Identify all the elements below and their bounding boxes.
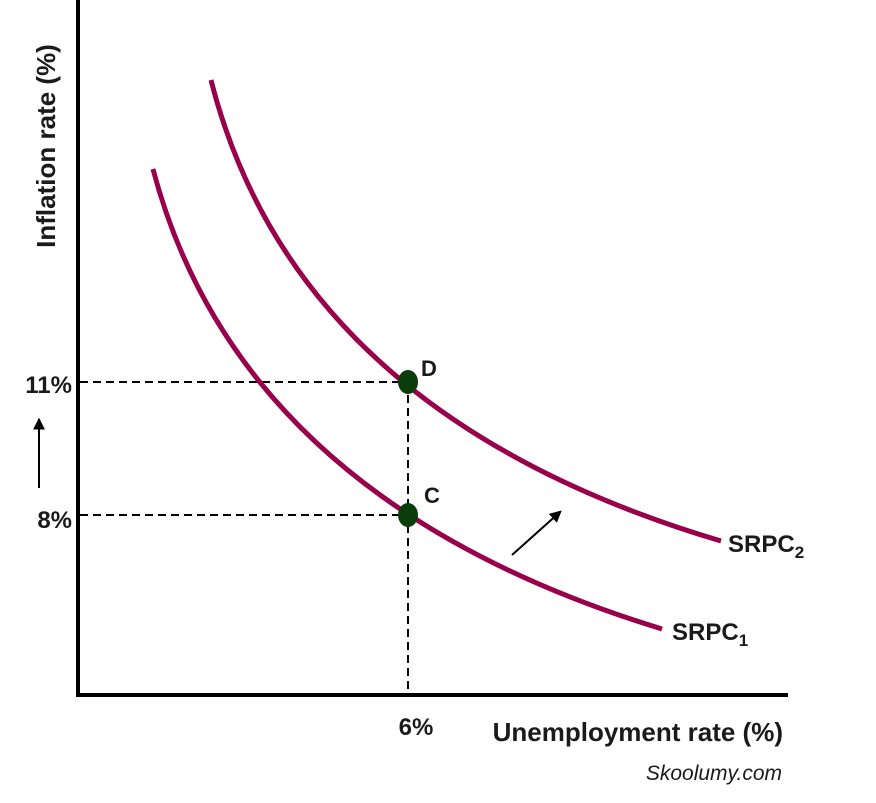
point-c <box>398 503 418 527</box>
y-axis-label: Inflation rate (%) <box>31 44 61 248</box>
watermark: Skoolumy.com <box>645 762 782 785</box>
shift-arrow <box>511 510 562 556</box>
srpc2-label: SRPC2 <box>728 531 804 562</box>
srpc1-subscript: 1 <box>739 631 748 650</box>
point-d <box>398 370 418 394</box>
point-c-label: C <box>424 483 440 508</box>
x-axis-label: Unemployment rate (%) <box>493 717 783 747</box>
srpc1-label: SRPC1 <box>672 619 748 650</box>
srpc1-name: SRPC <box>672 619 739 646</box>
srpc2-name: SRPC <box>728 531 795 558</box>
point-d-label: D <box>421 356 437 381</box>
srpc2-subscript: 2 <box>795 543 804 562</box>
x-tick-6: 6% <box>399 714 434 741</box>
srpc1-curve <box>150 168 663 632</box>
y-tick-11: 11% <box>25 372 72 399</box>
y-tick-8: 8% <box>37 507 72 534</box>
srpc2-curve <box>208 79 722 544</box>
